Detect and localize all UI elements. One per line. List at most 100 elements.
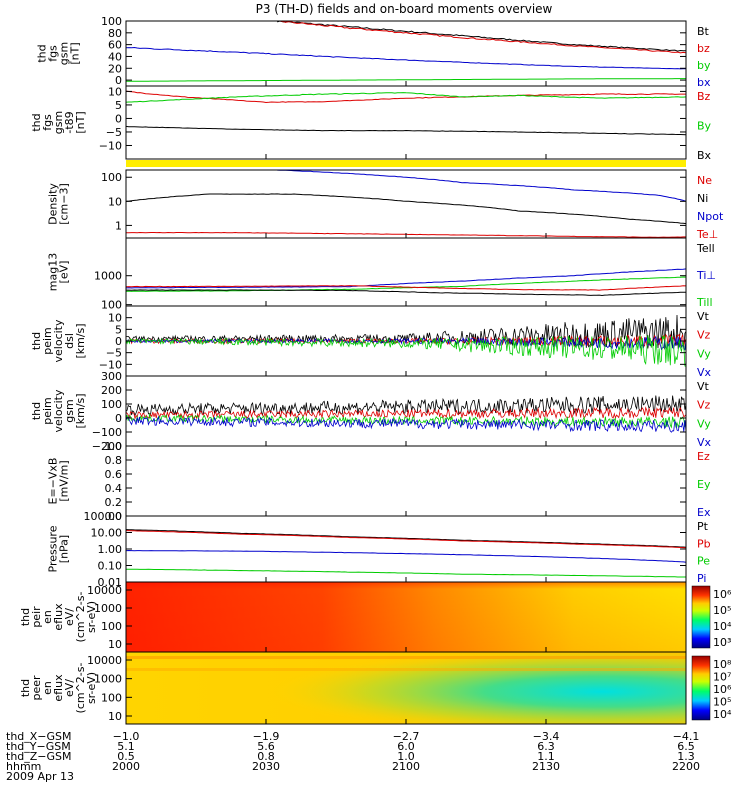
legend-Pb: Pb — [697, 537, 711, 550]
y-tick-label: 100 — [101, 398, 122, 411]
y-tick-label: 0 — [115, 112, 122, 125]
panel-frame — [125, 20, 687, 87]
series-Ti⊥ — [125, 268, 687, 289]
legend-Te⊥: Te⊥ — [696, 228, 718, 241]
y-tick-label: 200 — [101, 384, 122, 397]
x-axis-row-label: thd_X−GSM — [6, 730, 72, 743]
colorbar-tick-label: 10⁴ — [713, 708, 732, 721]
legend-Vt: Vt — [697, 310, 710, 323]
x-axis-row-label: thd_Y−GSM — [6, 740, 71, 753]
series-Bz — [125, 90, 686, 104]
x-axis-row-label: hhmm — [6, 760, 41, 773]
y-tick-label: 0.10 — [98, 560, 123, 573]
x-axis-value: 6.3 — [537, 740, 555, 753]
legend-Vx: Vx — [697, 366, 712, 379]
y-tick-label: 0 — [115, 74, 122, 87]
y-tick-label: 1.00 — [98, 543, 123, 556]
series-Vz — [125, 406, 687, 420]
y-tick-label: 100.00 — [84, 510, 123, 523]
y-tick-label: 10 — [108, 638, 122, 651]
y-tick-label: 10 — [108, 195, 122, 208]
series-Vy — [125, 413, 687, 429]
series-Te⊥ — [125, 285, 687, 291]
legend-Pt: Pt — [697, 520, 709, 533]
y-axis-label: mag13[eV] — [47, 253, 71, 291]
y-axis-label: thdfgsgsm[nT] — [36, 42, 82, 65]
y-tick-label: 100 — [101, 691, 122, 704]
y-tick-label: 10000 — [87, 654, 122, 667]
legend-Vt: Vt — [697, 380, 710, 393]
y-tick-label: 0 — [115, 335, 122, 348]
colorbar-tick-label: 10⁵ — [713, 604, 731, 617]
x-axis-value: 2000 — [112, 760, 140, 773]
y-tick-label: 100 — [101, 299, 122, 312]
panel-pressure: 100.00 10.00 1.00 0.10 0.01 Pt Pb Pe Pi Pressure[… — [47, 510, 711, 589]
x-axis-row-label: thd_Z−GSM — [6, 750, 72, 763]
x-axis-value: −1.0 — [113, 730, 140, 743]
y-tick-label: −10 — [99, 358, 122, 371]
x-axis-value: 2200 — [672, 760, 700, 773]
y-tick-label: −10 — [99, 139, 122, 152]
legend-Ez: Ez — [697, 450, 710, 463]
y-tick-label: −5 — [106, 126, 122, 139]
y-axis-label: thdpeirenefluxeV/(cm^2-s-sr-eV) — [19, 592, 98, 643]
legend-Vz: Vz — [697, 399, 711, 412]
panel-frame — [125, 85, 687, 160]
y-tick-label: 100 — [101, 620, 122, 633]
y-axis-label: thdpeimvelocitydsl[km/s] — [30, 319, 87, 362]
colorbar — [691, 655, 711, 721]
series-Pt — [125, 529, 687, 548]
x-axis-value: −2.7 — [393, 730, 420, 743]
panel-frame — [125, 169, 687, 239]
legend-Vy: Vy — [697, 347, 711, 360]
series-Vt — [125, 395, 687, 416]
y-tick-label: 0 — [115, 412, 122, 425]
y-axis-label: thdpeimvelocitygsm[km/s] — [30, 389, 87, 432]
y-tick-label: 0.6 — [105, 468, 123, 481]
colorbar-tick-label: 10³ — [713, 636, 731, 649]
legend-Till: Till — [696, 296, 713, 309]
panel-frame — [125, 375, 687, 447]
x-axis-value: 1.1 — [537, 750, 555, 763]
panel-frame — [125, 515, 687, 583]
x-axis-value: 1.0 — [397, 750, 415, 763]
y-tick-label: 0.2 — [105, 496, 123, 509]
chart-title: P3 (TH-D) fields and on-board moments ov… — [256, 2, 553, 16]
colorbar-tick-label: 10⁵ — [713, 696, 731, 709]
legend-Pe: Pe — [697, 555, 710, 568]
x-axis-value: −1.9 — [253, 730, 280, 743]
x-axis-value: 2100 — [392, 760, 420, 773]
series-By — [125, 92, 687, 103]
panel-density: 100 10 1 Ne Ni Npot Te⊥ Density[cm−3] — [47, 169, 724, 241]
y-tick-label: 10 — [108, 85, 122, 98]
y-axis-label: thdpeerenefluxeV/(cm^2-s-sr-eV) — [19, 663, 98, 714]
y-tick-label: 300 — [101, 370, 122, 383]
y-tick-label: 10.00 — [91, 527, 123, 540]
y-tick-label: 100 — [101, 15, 122, 28]
legend-Bx: Bx — [697, 149, 712, 162]
series-Bt — [277, 20, 686, 52]
spectrogram-stripe — [126, 668, 686, 671]
y-tick-label: 0.4 — [105, 482, 123, 495]
legend-Tell: Tell — [696, 242, 715, 255]
legend-Ey: Ey — [697, 478, 711, 491]
x-axis-value: −3.4 — [533, 730, 560, 743]
x-axis-value: 5.1 — [117, 740, 135, 753]
y-axis-label: thdfgsgsm-t89[nT] — [30, 111, 87, 134]
series-Tell — [126, 289, 686, 297]
colorbar-tick-label: 10⁴ — [713, 620, 732, 633]
y-tick-label: 5 — [115, 323, 122, 336]
legend-Vy: Vy — [697, 417, 711, 430]
y-tick-label: −200 — [92, 440, 122, 453]
x-axis-value: 2030 — [252, 760, 280, 773]
yellow-separator-bar — [126, 160, 686, 167]
colorbar — [691, 585, 711, 649]
legend-Bt: Bt — [697, 25, 710, 38]
x-axis-value: 6.0 — [397, 740, 415, 753]
